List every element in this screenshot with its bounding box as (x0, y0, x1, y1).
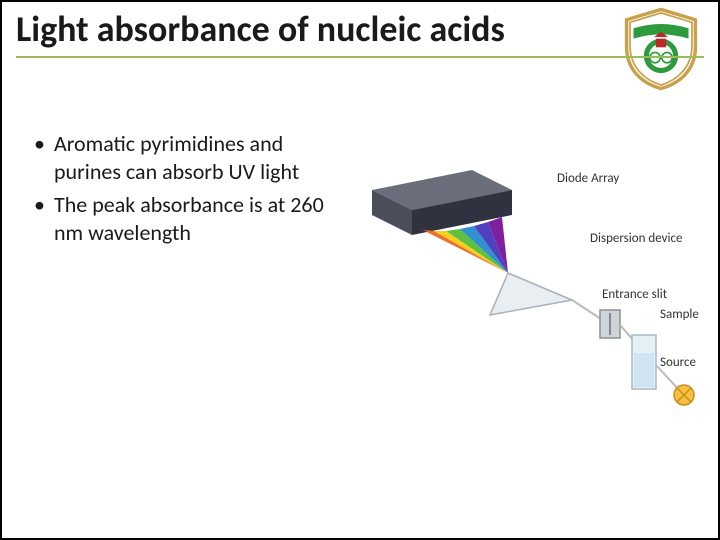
diagram-label: Sample (660, 307, 699, 322)
cuvette-icon (632, 335, 656, 389)
slide-content: Aromatic pyrimidines and purines can abs… (30, 130, 350, 252)
diagram-label: Diode Array (557, 171, 619, 186)
spectrophotometer-diagram: Diode Array Dispersion device Entrance s… (362, 155, 702, 415)
list-item: The peak absorbance is at 260 nm wavelen… (30, 191, 350, 246)
source-lamp-icon (674, 385, 694, 405)
list-item: Aromatic pyrimidines and purines can abs… (30, 130, 350, 185)
entrance-slit-icon (600, 310, 620, 338)
diagram-label: Dispersion device (590, 231, 682, 246)
slide-header: Light absorbance of nucleic acids (16, 10, 704, 58)
diagram-label: Source (660, 355, 696, 370)
bullet-list: Aromatic pyrimidines and purines can abs… (30, 130, 350, 246)
prism-icon (490, 273, 572, 315)
diagram-label: Entrance slit (602, 287, 667, 302)
slide-title: Light absorbance of nucleic acids (16, 10, 576, 50)
